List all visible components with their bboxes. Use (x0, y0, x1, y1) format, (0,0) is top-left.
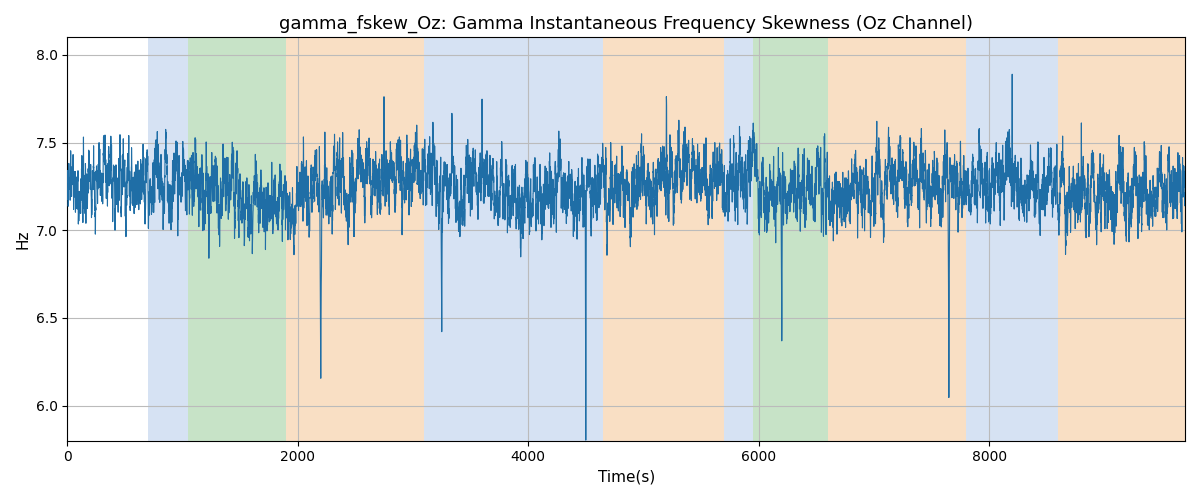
Title: gamma_fskew_Oz: Gamma Instantaneous Frequency Skewness (Oz Channel): gamma_fskew_Oz: Gamma Instantaneous Freq… (280, 15, 973, 34)
Bar (828, 38, 966, 440)
Bar (148, 38, 188, 440)
Bar (724, 38, 752, 440)
Bar (752, 38, 828, 440)
X-axis label: Time(s): Time(s) (598, 470, 655, 485)
Bar (287, 38, 425, 440)
Bar (604, 38, 724, 440)
Bar (188, 38, 287, 440)
Y-axis label: Hz: Hz (16, 230, 30, 249)
Bar (966, 38, 1058, 440)
Bar (1058, 38, 1186, 440)
Bar (425, 38, 604, 440)
